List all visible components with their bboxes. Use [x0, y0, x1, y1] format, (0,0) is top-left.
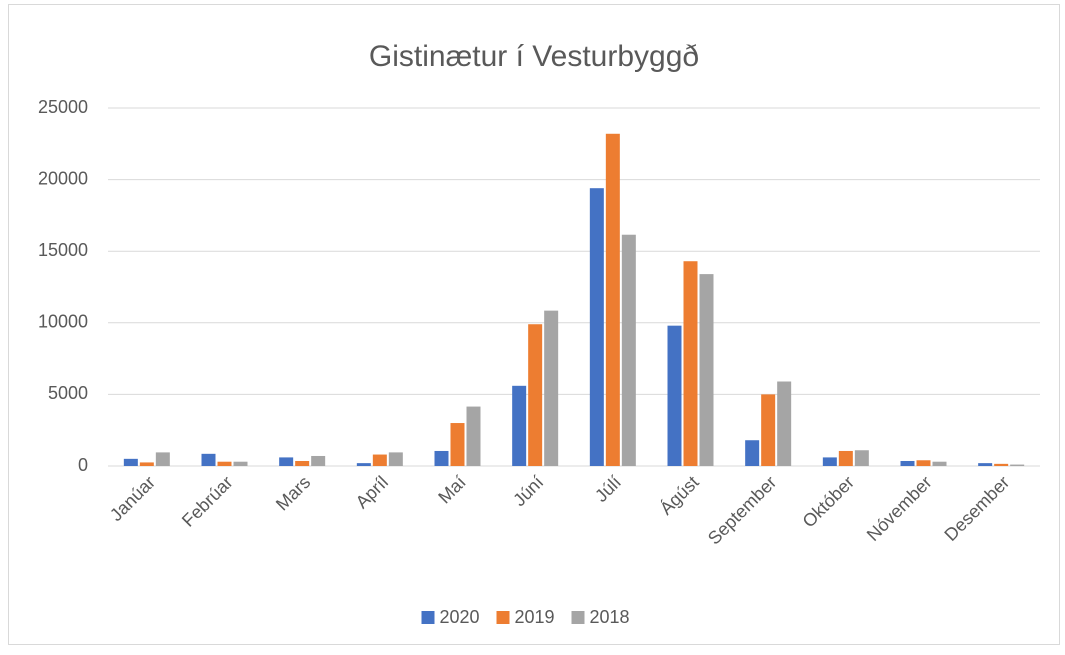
- bar: [544, 310, 559, 466]
- bar: [434, 450, 449, 466]
- bar: [388, 452, 403, 466]
- bar: [466, 406, 481, 466]
- bar: [295, 460, 310, 466]
- bar: [139, 462, 154, 466]
- bar: [683, 261, 698, 466]
- bar: [372, 454, 387, 466]
- bar: [838, 450, 853, 466]
- bar: [123, 458, 138, 466]
- bar: [777, 381, 792, 466]
- bar: [761, 394, 776, 466]
- legend-swatch: [496, 611, 510, 624]
- bar: [356, 463, 371, 466]
- y-tick-label: 25000: [38, 97, 88, 117]
- bar: [605, 133, 620, 466]
- bar: [900, 460, 915, 466]
- bar: [621, 234, 636, 466]
- bar: [916, 460, 931, 466]
- y-tick-label: 0: [78, 455, 88, 475]
- bar: [822, 457, 837, 466]
- bar: [512, 385, 527, 466]
- legend-label: 2019: [515, 607, 555, 627]
- legend-swatch: [421, 611, 435, 624]
- bar: [279, 457, 294, 466]
- bar: [994, 463, 1009, 466]
- y-tick-label: 20000: [38, 168, 88, 188]
- bar: [528, 324, 543, 466]
- bar: [450, 423, 465, 466]
- legend-label: 2020: [440, 607, 480, 627]
- bar: [699, 274, 714, 466]
- y-tick-label: 5000: [48, 383, 88, 403]
- bar: [932, 461, 947, 466]
- bar: [155, 452, 170, 466]
- bar: [201, 453, 216, 466]
- bar: [1010, 464, 1025, 466]
- legend-label: 2018: [590, 607, 630, 627]
- bar: [854, 450, 869, 466]
- chart-title: Gistinætur í Vesturbyggð: [369, 40, 699, 73]
- y-tick-label: 10000: [38, 312, 88, 332]
- bar: [667, 325, 682, 466]
- y-tick-label: 15000: [38, 240, 88, 260]
- legend-swatch: [571, 611, 585, 624]
- bar: [233, 461, 248, 466]
- bar: [978, 463, 993, 466]
- bar: [589, 188, 604, 466]
- bar: [745, 440, 760, 466]
- bar: [311, 455, 326, 466]
- bar: [217, 461, 232, 466]
